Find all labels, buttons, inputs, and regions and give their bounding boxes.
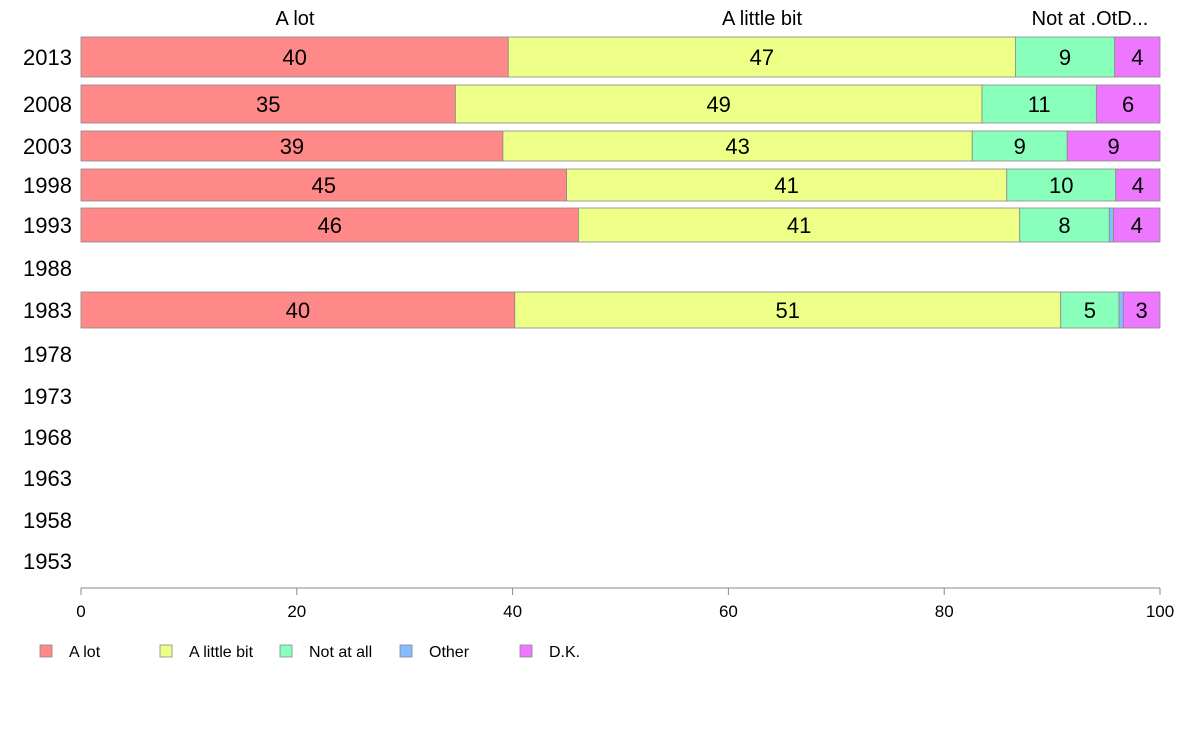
value-label-1998-2: 10 bbox=[1049, 173, 1073, 198]
value-label-1993-1: 41 bbox=[787, 213, 811, 238]
x-tick-label-100: 100 bbox=[1146, 602, 1174, 621]
x-tick-label-60: 60 bbox=[719, 602, 738, 621]
bar-segment-1983-1 bbox=[514, 291, 1062, 329]
bar-segment-1983-2 bbox=[1060, 291, 1120, 329]
legend-swatch-3 bbox=[399, 644, 413, 658]
value-label-2003-0: 39 bbox=[280, 134, 304, 159]
legend-label-2: Not at all bbox=[309, 644, 372, 661]
column-header-0: A lot bbox=[276, 8, 315, 30]
value-label-2008-1: 49 bbox=[706, 92, 730, 117]
legend-swatch-0 bbox=[39, 644, 53, 658]
value-label-2003-4: 9 bbox=[1107, 134, 1119, 159]
year-label-1993: 1993 bbox=[23, 213, 72, 238]
value-label-2008-2: 11 bbox=[1028, 92, 1051, 117]
legend-label-1: A little bit bbox=[189, 644, 254, 661]
bar-segment-2003-0 bbox=[80, 130, 504, 162]
value-label-2013-0: 40 bbox=[282, 45, 306, 70]
legend-label-4: D.K. bbox=[549, 644, 580, 661]
value-label-1983-0: 40 bbox=[286, 298, 310, 323]
bar-segment-2008-1 bbox=[455, 84, 983, 124]
bars-layer: 40 47 9 435 49 11 639 43 9 945 41 10 446 41 8 440 51 5 3 bbox=[80, 36, 1161, 329]
bar-segment-1983-4 bbox=[1122, 291, 1161, 329]
value-label-2008-0: 35 bbox=[256, 92, 280, 117]
bar-segment-2008-2 bbox=[981, 84, 1097, 124]
year-label-1998: 1998 bbox=[23, 173, 72, 198]
bar-segment-2008-4 bbox=[1095, 84, 1161, 124]
bar-segment-2013-0 bbox=[80, 36, 509, 78]
x-tick-label-0: 0 bbox=[76, 602, 85, 621]
value-label-1983-2: 5 bbox=[1084, 298, 1096, 323]
column-headers: A lot A little bit Not at .OtD... bbox=[276, 8, 1149, 30]
value-label-1998-0: 45 bbox=[312, 173, 336, 198]
x-tick-label-40: 40 bbox=[503, 602, 522, 621]
year-label-2003: 2003 bbox=[23, 134, 72, 159]
value-label-2013-2: 9 bbox=[1059, 45, 1071, 70]
legend-swatch-4 bbox=[519, 644, 533, 658]
value-label-1983-1: 51 bbox=[776, 298, 800, 323]
bar-segment-1998-1 bbox=[566, 168, 1008, 202]
value-label-2003-2: 9 bbox=[1014, 134, 1026, 159]
value-label-2003-1: 43 bbox=[725, 134, 749, 159]
bar-segment-1983-3 bbox=[1118, 291, 1124, 329]
legend: A lot A little bit Not at all Other D.K. bbox=[39, 644, 580, 661]
year-label-1953: 1953 bbox=[23, 549, 72, 574]
bar-segment-1998-4 bbox=[1115, 168, 1161, 202]
value-label-2008-4: 6 bbox=[1122, 92, 1134, 117]
bar-segment-1993-2 bbox=[1019, 207, 1110, 243]
column-header-1: A little bit bbox=[722, 8, 802, 30]
legend-label-0: A lot bbox=[69, 644, 101, 661]
year-labels: 2013 2008 2003 1998 1993 1988 1983 1978 1973 1968… bbox=[23, 45, 72, 574]
legend-swatch-1 bbox=[159, 644, 173, 658]
year-label-1983: 1983 bbox=[23, 298, 72, 323]
bar-segment-1998-0 bbox=[80, 168, 567, 202]
year-label-1973: 1973 bbox=[23, 384, 72, 409]
bar-segment-2013-1 bbox=[507, 36, 1016, 78]
year-label-2008: 2008 bbox=[23, 92, 72, 117]
value-label-1998-1: 41 bbox=[774, 173, 798, 198]
x-tick-label-20: 20 bbox=[287, 602, 306, 621]
bar-segment-2003-4 bbox=[1066, 130, 1161, 162]
value-label-1998-4: 4 bbox=[1132, 173, 1144, 198]
value-label-2013-4: 4 bbox=[1131, 45, 1143, 70]
x-tick-label-80: 80 bbox=[935, 602, 954, 621]
bar-segment-2008-0 bbox=[80, 84, 456, 124]
bar-segment-1993-0 bbox=[80, 207, 579, 243]
value-label-1993-0: 46 bbox=[317, 213, 341, 238]
year-label-1963: 1963 bbox=[23, 466, 72, 491]
bar-segment-1993-1 bbox=[578, 207, 1021, 243]
bar-segment-1993-3 bbox=[1108, 207, 1115, 243]
value-label-2013-1: 47 bbox=[750, 45, 774, 70]
value-label-1993-2: 8 bbox=[1058, 213, 1070, 238]
bar-segment-1983-0 bbox=[80, 291, 516, 329]
bar-segment-2003-1 bbox=[502, 130, 973, 162]
year-label-1968: 1968 bbox=[23, 425, 72, 450]
x-axis: 0 20 40 60 80 100 bbox=[76, 587, 1174, 621]
year-label-2013: 2013 bbox=[23, 45, 72, 70]
bar-segment-2013-2 bbox=[1015, 36, 1116, 78]
column-header-2: Not at .OtD... bbox=[1032, 8, 1149, 30]
year-label-1988: 1988 bbox=[23, 256, 72, 281]
year-label-1978: 1978 bbox=[23, 342, 72, 367]
value-label-1993-4: 4 bbox=[1131, 213, 1143, 238]
legend-swatch-2 bbox=[279, 644, 293, 658]
bar-segment-2013-4 bbox=[1114, 36, 1161, 78]
value-label-1983-4: 3 bbox=[1136, 298, 1148, 323]
year-label-1958: 1958 bbox=[23, 508, 72, 533]
bar-segment-1993-4 bbox=[1113, 207, 1161, 243]
legend-label-3: Other bbox=[429, 644, 470, 661]
